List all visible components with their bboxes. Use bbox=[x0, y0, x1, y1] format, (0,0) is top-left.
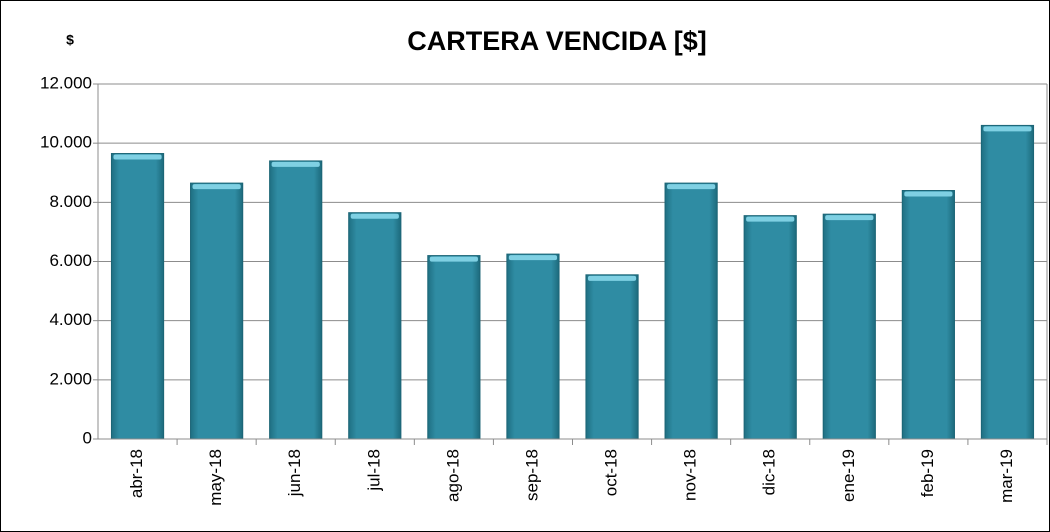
bar bbox=[664, 182, 718, 440]
x-tick-label: ago-18 bbox=[443, 449, 462, 502]
bar-bevel bbox=[271, 161, 320, 167]
x-tick-label: jul-18 bbox=[364, 449, 383, 492]
chart-title: CARTERA VENCIDA [$] bbox=[407, 26, 707, 56]
y-tick-label: 8.000 bbox=[49, 192, 92, 211]
bar bbox=[348, 212, 402, 440]
bar-bevel bbox=[667, 184, 716, 190]
bar-bevel bbox=[983, 126, 1032, 132]
bar-body bbox=[664, 182, 718, 440]
x-tick-label: nov-18 bbox=[681, 449, 700, 501]
bar-body bbox=[822, 213, 876, 440]
bar-bevel bbox=[113, 154, 162, 160]
bar-body bbox=[585, 274, 639, 440]
bar-bevel bbox=[746, 216, 795, 222]
bar-bevel bbox=[825, 215, 874, 221]
bar-body bbox=[427, 255, 481, 440]
bar-body bbox=[980, 124, 1035, 440]
bar bbox=[901, 190, 955, 440]
x-tick-label: ene-19 bbox=[839, 449, 858, 502]
bar bbox=[269, 160, 323, 440]
x-tick-label: may-18 bbox=[206, 449, 225, 506]
bar-body bbox=[743, 215, 797, 440]
bar bbox=[427, 255, 481, 440]
y-tick-label: 10.000 bbox=[40, 133, 92, 152]
bar bbox=[980, 124, 1035, 440]
bar-body bbox=[269, 160, 323, 440]
bar-bevel bbox=[429, 256, 478, 262]
bar bbox=[506, 253, 560, 440]
x-tick-label: dic-18 bbox=[760, 449, 779, 495]
y-tick-label: 6.000 bbox=[49, 251, 92, 270]
y-tick-label: 0 bbox=[83, 428, 92, 447]
x-tick-label: mar-19 bbox=[997, 449, 1016, 503]
x-tick-label: jun-18 bbox=[285, 449, 304, 497]
bar-bevel bbox=[192, 184, 241, 190]
y-axis-label: $ bbox=[66, 32, 74, 48]
x-tick-label: oct-18 bbox=[602, 449, 621, 496]
y-tick-label: 4.000 bbox=[49, 310, 92, 329]
bar bbox=[585, 274, 639, 440]
bar-body bbox=[110, 153, 165, 440]
bar bbox=[110, 153, 165, 440]
x-tick-label: feb-19 bbox=[918, 449, 937, 497]
y-tick-label: 2.000 bbox=[49, 369, 92, 388]
bar-body bbox=[901, 190, 955, 440]
x-tick-label: abr-18 bbox=[127, 449, 146, 498]
bar bbox=[190, 182, 244, 440]
bar-bevel bbox=[350, 213, 399, 219]
bar-body bbox=[190, 182, 244, 440]
bar bbox=[743, 215, 797, 440]
bar-body bbox=[506, 253, 560, 440]
bar-body bbox=[348, 212, 402, 440]
x-tick-label: sep-18 bbox=[522, 449, 541, 501]
bar-bevel bbox=[587, 275, 637, 281]
y-tick-label: 12.000 bbox=[40, 73, 92, 92]
bar bbox=[822, 213, 876, 440]
bar-bevel bbox=[904, 191, 953, 197]
bar-bevel bbox=[508, 255, 558, 261]
